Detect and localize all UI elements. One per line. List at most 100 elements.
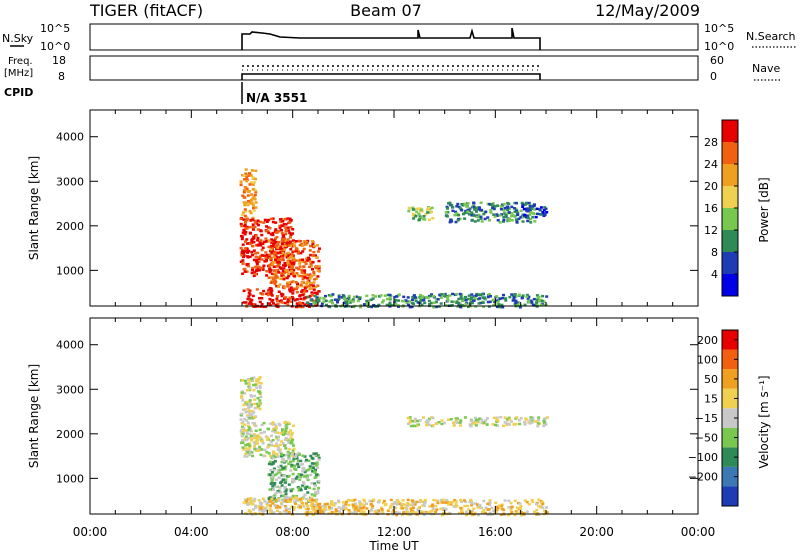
velocity-echo-cell: [289, 469, 293, 472]
power-echo-cell: [464, 203, 468, 207]
power-echo-cell: [255, 261, 259, 264]
velocity-echo-cell: [365, 502, 368, 505]
velocity-echo-cell: [279, 452, 283, 455]
power-echo-cell: [477, 293, 480, 297]
velocity-echo-cell: [441, 507, 445, 510]
velocity-echo-cell: [499, 513, 503, 516]
velocity-echo-cell: [314, 491, 318, 494]
power-echo-cell: [302, 247, 306, 251]
power-echo-cell: [498, 214, 502, 217]
velocity-echo-cell: [396, 503, 399, 506]
velocity-echo-cell: [258, 501, 262, 505]
power-echo-cell: [248, 293, 252, 296]
velocity-echo-cell: [287, 483, 291, 486]
velocity-echo-cell: [258, 407, 262, 411]
power-echo-cell: [276, 303, 280, 306]
velocity-echo-cell: [313, 482, 316, 485]
power-echo-cell: [423, 301, 427, 305]
velocity-echo-cell: [509, 508, 513, 511]
power-echo-cell: [416, 301, 420, 304]
velocity-echo-cell: [486, 502, 490, 506]
power-echo-cell: [504, 297, 508, 300]
power-colorbar-segment: [722, 142, 738, 164]
velocity-echo-cell: [270, 474, 274, 477]
power-echo-cell: [405, 301, 409, 305]
power-echo-cell: [280, 272, 284, 275]
velocity-echo-cell: [254, 424, 258, 428]
velocity-echo-cell: [303, 470, 307, 474]
velocity-echo-cell: [240, 394, 244, 397]
power-echo-cell: [252, 204, 255, 207]
power-echo-cell: [254, 201, 258, 204]
power-echo-cell: [345, 299, 348, 302]
power-echo-cell: [278, 283, 282, 286]
power-echo-cell: [418, 218, 422, 221]
power-echo-cell: [279, 277, 283, 280]
velocity-echo-cell: [263, 448, 267, 452]
velocity-echo-cell: [305, 476, 309, 480]
velocity-echo-cell: [440, 501, 444, 504]
power-echo-cell: [521, 205, 525, 208]
power-echo-cell: [510, 214, 514, 218]
velocity-echo-cell: [537, 513, 541, 516]
velocity-echo-cell: [281, 467, 285, 470]
velocity-echo-cell: [506, 418, 510, 421]
velocity-echo-cell: [243, 379, 247, 383]
power-echo-cell: [526, 216, 530, 220]
velocity-echo-cell: [271, 421, 275, 424]
velocity-echo-cell: [513, 499, 517, 503]
power-echo-cell: [309, 281, 313, 285]
power-echo-cell: [257, 257, 261, 260]
power-echo-cell: [288, 240, 292, 243]
velocity-echo-cell: [502, 424, 505, 428]
velocity-echo-cell: [262, 421, 266, 425]
power-echo-cell: [287, 229, 291, 232]
power-echo-cell: [251, 225, 255, 229]
power-echo-cell: [430, 293, 433, 296]
velocity-echo-cell: [484, 511, 487, 515]
power-echo-cell: [488, 300, 492, 304]
power-echo-cell: [303, 260, 307, 264]
power-echo-cell: [251, 183, 255, 187]
power-echo-cell: [246, 297, 250, 301]
velocity-echo-cell: [271, 502, 275, 505]
power-echo-cell: [268, 304, 272, 307]
velocity-echo-cell: [475, 418, 478, 422]
velocity-echo-cell: [347, 509, 351, 512]
power-echo-cell: [244, 220, 248, 223]
velocity-echo-cell: [246, 451, 250, 454]
power-echo-cell: [249, 174, 253, 177]
velocity-echo-cell: [247, 448, 250, 451]
power-echo-cell: [286, 241, 290, 244]
power-echo-cell: [270, 276, 274, 279]
velocity-echo-cell: [270, 497, 274, 501]
velocity-echo-cell: [492, 509, 496, 512]
velocity-echo-cell: [279, 491, 283, 494]
power-echo-cell: [259, 266, 263, 270]
power-echo-cell: [359, 305, 363, 309]
power-echo-cell: [417, 212, 421, 215]
velocity-echo-cell: [253, 504, 257, 507]
velocity-echo-cell: [243, 423, 247, 426]
velocity-echo-cell: [428, 417, 431, 421]
power-echo-cell: [510, 212, 514, 215]
velocity-echo-cell: [273, 473, 277, 477]
velocity-echo-cell: [317, 486, 321, 490]
power-echo-cell: [274, 244, 278, 248]
power-echo-cell: [453, 213, 457, 217]
power-echo-cell: [292, 261, 296, 264]
power-echo-cell: [307, 274, 311, 277]
power-echo-cell: [243, 247, 247, 250]
velocity-echo-cell: [447, 503, 451, 506]
power-echo-cell: [458, 217, 462, 221]
velocity-echo-cell: [294, 502, 297, 505]
velocity-ylabel: Slant Range [km]: [27, 364, 41, 468]
power-echo-cell: [473, 220, 477, 223]
power-echo-cell: [448, 220, 452, 224]
power-echo-cell: [239, 260, 243, 263]
velocity-echo-cell: [309, 496, 313, 499]
power-echo-cell: [452, 300, 456, 304]
power-echo-cell: [308, 277, 312, 280]
power-echo-cell: [270, 272, 274, 276]
velocity-echo-cell: [424, 421, 428, 424]
